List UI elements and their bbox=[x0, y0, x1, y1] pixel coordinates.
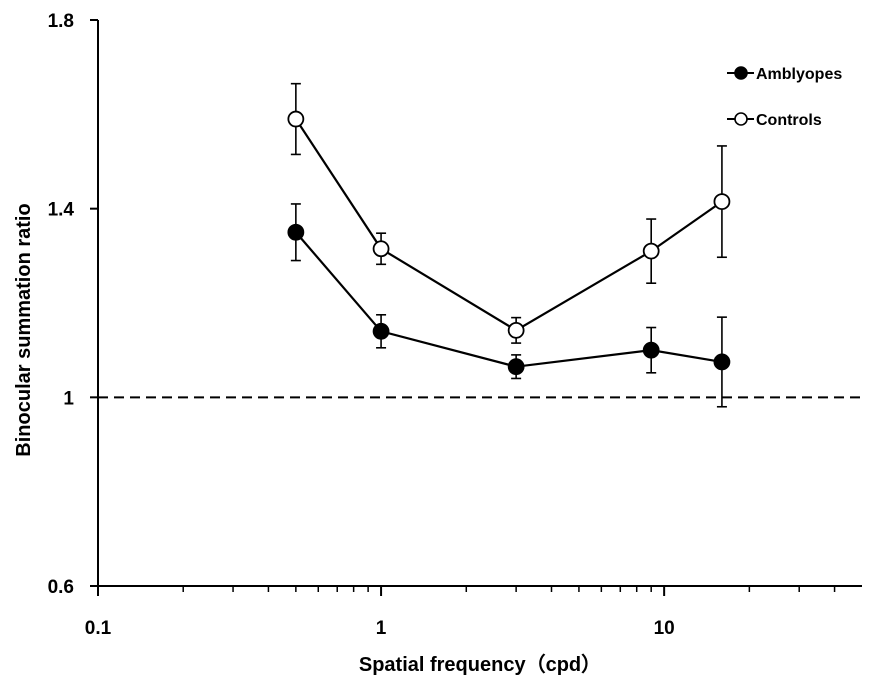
data-point bbox=[372, 240, 390, 258]
x-tick-label: 10 bbox=[654, 618, 675, 639]
series-line bbox=[294, 118, 723, 332]
legend-label: Controls bbox=[756, 112, 822, 129]
x-axis-title: Spatial frequency（cpd） bbox=[359, 653, 601, 676]
y-tick-label: 1.8 bbox=[48, 11, 74, 32]
x-tick-label: 0.1 bbox=[85, 618, 112, 639]
series-amblyopes bbox=[287, 203, 731, 408]
y-axis-title: Binocular summation ratio bbox=[13, 203, 35, 456]
legend-marker bbox=[734, 66, 748, 80]
legend-marker bbox=[734, 112, 748, 126]
data-point bbox=[642, 341, 660, 359]
y-tick-label: 1.4 bbox=[48, 200, 75, 221]
legend-label: Amblyopes bbox=[756, 66, 842, 83]
data-point bbox=[287, 110, 305, 128]
data-point bbox=[713, 193, 731, 210]
series-layer bbox=[287, 82, 731, 408]
series-controls bbox=[287, 82, 731, 344]
axis-ticks bbox=[90, 19, 836, 596]
tick-labels: 0.6 1 1.4 1.8 0.1 1 10 bbox=[48, 11, 675, 639]
data-point bbox=[642, 242, 660, 260]
data-point bbox=[287, 223, 305, 241]
y-tick-label: 0.6 bbox=[48, 577, 74, 598]
data-point bbox=[507, 358, 525, 376]
data-point bbox=[372, 322, 390, 340]
x-tick-label: 1 bbox=[376, 618, 387, 639]
y-tick-label: 1 bbox=[63, 388, 74, 409]
legend-item-controls: Controls bbox=[727, 112, 822, 129]
data-point bbox=[507, 321, 525, 339]
data-point bbox=[713, 353, 731, 371]
legend: Amblyopes Controls bbox=[727, 66, 842, 129]
legend-item-amblyopes: Amblyopes bbox=[727, 66, 842, 83]
